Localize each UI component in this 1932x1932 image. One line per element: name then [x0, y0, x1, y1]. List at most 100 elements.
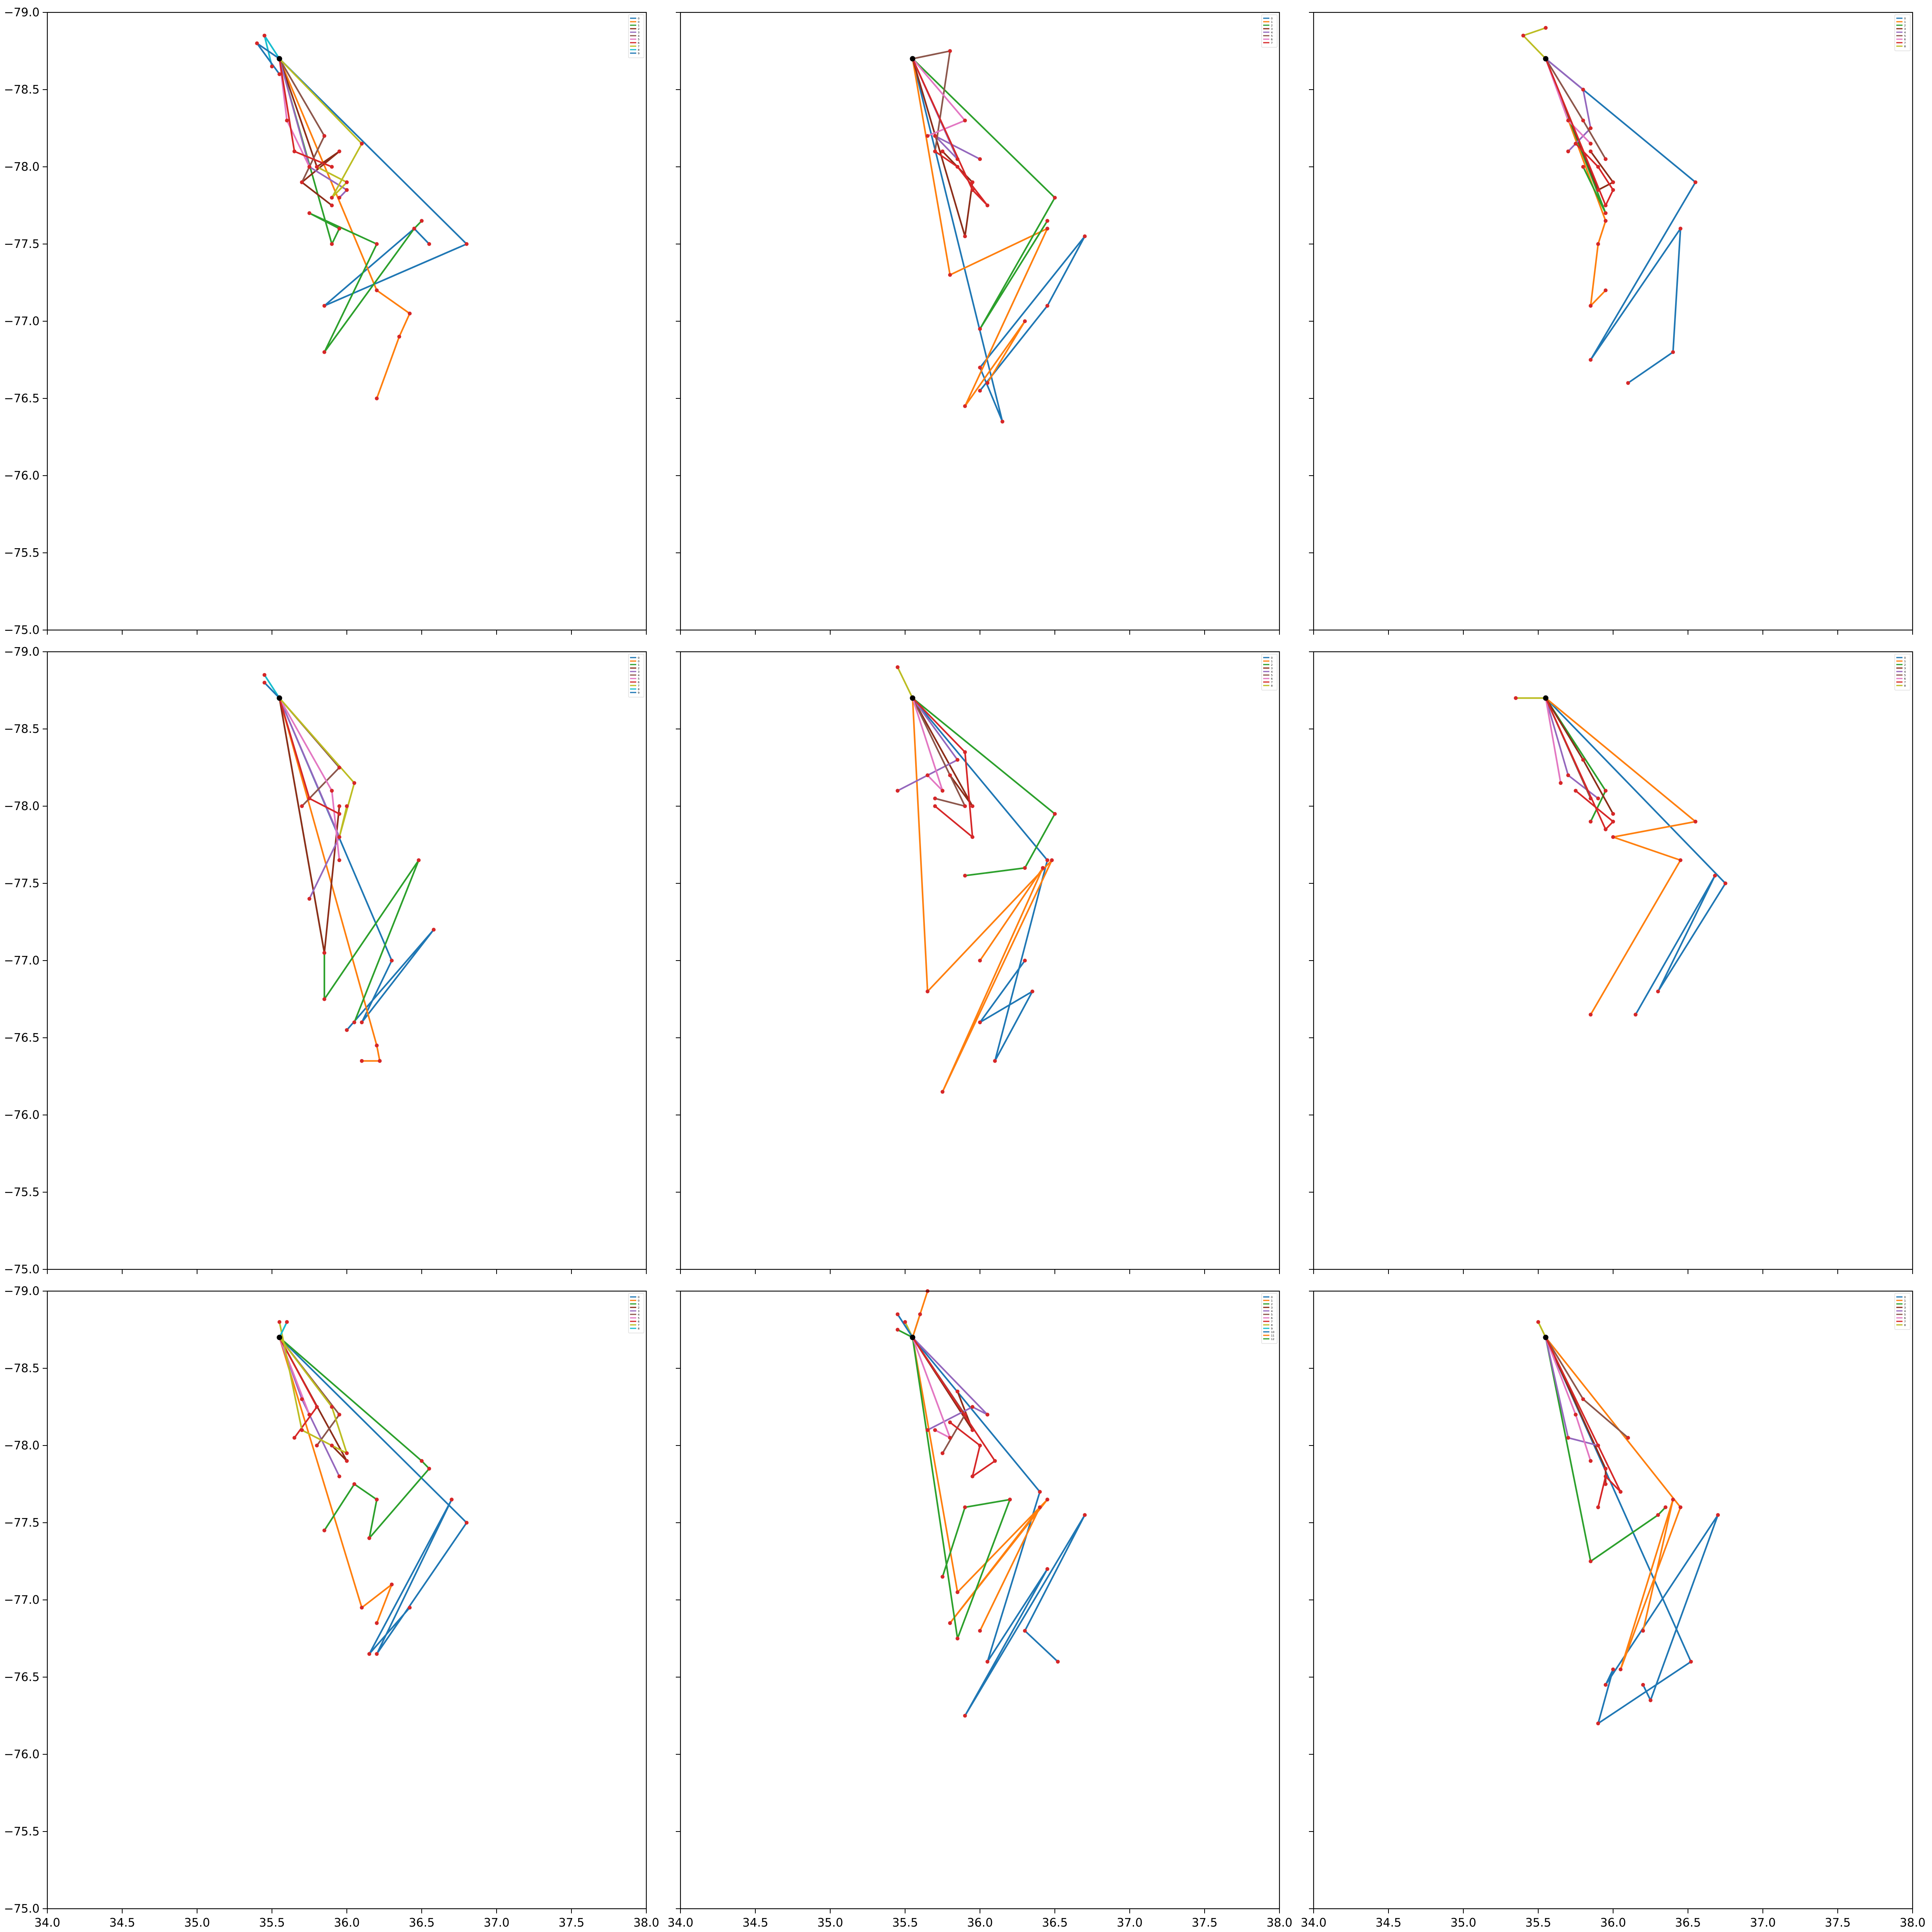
data-point	[993, 1459, 997, 1463]
series-line-5	[279, 1336, 310, 1416]
data-point	[345, 1028, 349, 1032]
data-point	[940, 149, 945, 154]
legend-label: 0	[638, 17, 639, 20]
data-point	[330, 789, 334, 793]
data-point	[450, 1497, 454, 1502]
y-tick-label: −78.0	[4, 1439, 40, 1452]
panel-1: −79.0 −78.5 −78.0 −77.5 −77.0 −76.5 −76.0 −75.5…	[4, 6, 647, 637]
data-point	[1574, 789, 1578, 793]
data-point	[375, 1621, 379, 1625]
data-point	[1041, 866, 1045, 870]
data-point	[1023, 319, 1027, 323]
panel-7: 34.0 −79.0 34.5 −78.5 35.0 −78.0 35.5 −77.5 36.0…	[4, 1285, 659, 1930]
data-point	[1603, 827, 1608, 831]
data-point	[1656, 1513, 1660, 1517]
data-point	[956, 758, 960, 762]
data-point	[1008, 1497, 1012, 1502]
y-tick-label: −75.0	[4, 1902, 40, 1916]
legend-label: 7	[638, 684, 639, 687]
data-point	[1566, 773, 1570, 777]
legend-label: 3	[1904, 28, 1906, 31]
hub-point	[910, 695, 916, 701]
axes-frame	[680, 1290, 1280, 1909]
x-tick-label: 34.5	[109, 1916, 135, 1930]
legend-label: 5	[638, 677, 639, 680]
legend-label: 7	[1904, 681, 1906, 684]
data-point	[1619, 1667, 1623, 1672]
data-point	[978, 959, 982, 963]
data-point	[1045, 304, 1049, 308]
data-point	[948, 1621, 952, 1625]
data-point	[985, 381, 990, 385]
data-point	[300, 804, 304, 808]
series-line-9	[263, 682, 280, 699]
data-point	[1574, 1413, 1578, 1417]
data-point	[322, 304, 327, 308]
data-point	[1544, 26, 1548, 30]
legend-label: 4	[1904, 670, 1906, 673]
series-line-2	[1545, 1336, 1667, 1562]
data-point	[1589, 358, 1593, 362]
data-point	[352, 1020, 357, 1025]
legend-label: 5	[638, 1317, 639, 1320]
series-line-0	[1545, 58, 1697, 384]
x-tick-label: 36.0	[334, 1916, 360, 1930]
data-point	[1596, 1721, 1600, 1726]
series-line-0	[1545, 697, 1726, 1016]
data-point	[420, 1459, 424, 1463]
data-point	[420, 219, 424, 223]
legend-label: 7	[638, 1324, 639, 1327]
data-point	[1596, 242, 1600, 246]
legend-label: 1	[638, 1303, 639, 1306]
data-point	[1596, 1505, 1600, 1510]
data-point	[337, 812, 341, 816]
data-point	[956, 1389, 960, 1394]
data-point	[322, 997, 327, 1001]
data-point	[375, 1043, 379, 1047]
legend-label: 1	[638, 24, 639, 27]
series-line-8	[1537, 1321, 1547, 1338]
legend-label: 0	[1904, 656, 1906, 660]
data-point	[1603, 203, 1608, 208]
y-tick-label: −77.0	[4, 1593, 40, 1607]
data-point	[1045, 1567, 1049, 1571]
data-point	[940, 1451, 945, 1455]
legend-label: 0	[638, 660, 639, 663]
data-point	[1581, 1397, 1585, 1401]
x-tick-label: 36.5	[1042, 1916, 1068, 1930]
data-point	[963, 234, 967, 239]
x-tick-label: 34.0	[1301, 1916, 1327, 1930]
legend-label: 6	[1904, 677, 1906, 680]
data-point	[978, 1444, 982, 1447]
data-point	[1050, 858, 1054, 862]
legend-label: 6	[638, 681, 640, 684]
data-point	[408, 312, 412, 316]
x-tick-label: 34.0	[668, 1916, 694, 1930]
data-point	[1664, 1505, 1668, 1510]
data-point	[1626, 381, 1630, 385]
data-point	[933, 149, 937, 154]
data-point	[970, 1474, 975, 1478]
data-point	[375, 242, 379, 246]
series-line-1	[1545, 1336, 1681, 1671]
legend-label: 12	[1271, 1338, 1274, 1341]
legend-label: 6	[1271, 1317, 1273, 1320]
legend-label: 2	[1904, 1303, 1906, 1306]
legend-label: 1	[638, 663, 639, 667]
data-point	[307, 796, 312, 801]
data-point	[262, 673, 267, 677]
data-point	[978, 327, 982, 331]
data-point	[956, 157, 960, 161]
data-point	[1083, 234, 1087, 239]
series-line-0	[912, 1336, 1086, 1717]
data-point	[337, 765, 341, 770]
legend-label: 4	[1904, 1310, 1906, 1313]
series-line-10	[897, 1313, 914, 1338]
legend-label: 4	[638, 674, 640, 677]
data-point	[345, 1459, 349, 1463]
data-point	[322, 134, 327, 138]
hub-point	[277, 695, 282, 701]
y-tick-label: −79.0	[4, 1285, 40, 1298]
y-tick-label: −77.0	[4, 954, 40, 968]
